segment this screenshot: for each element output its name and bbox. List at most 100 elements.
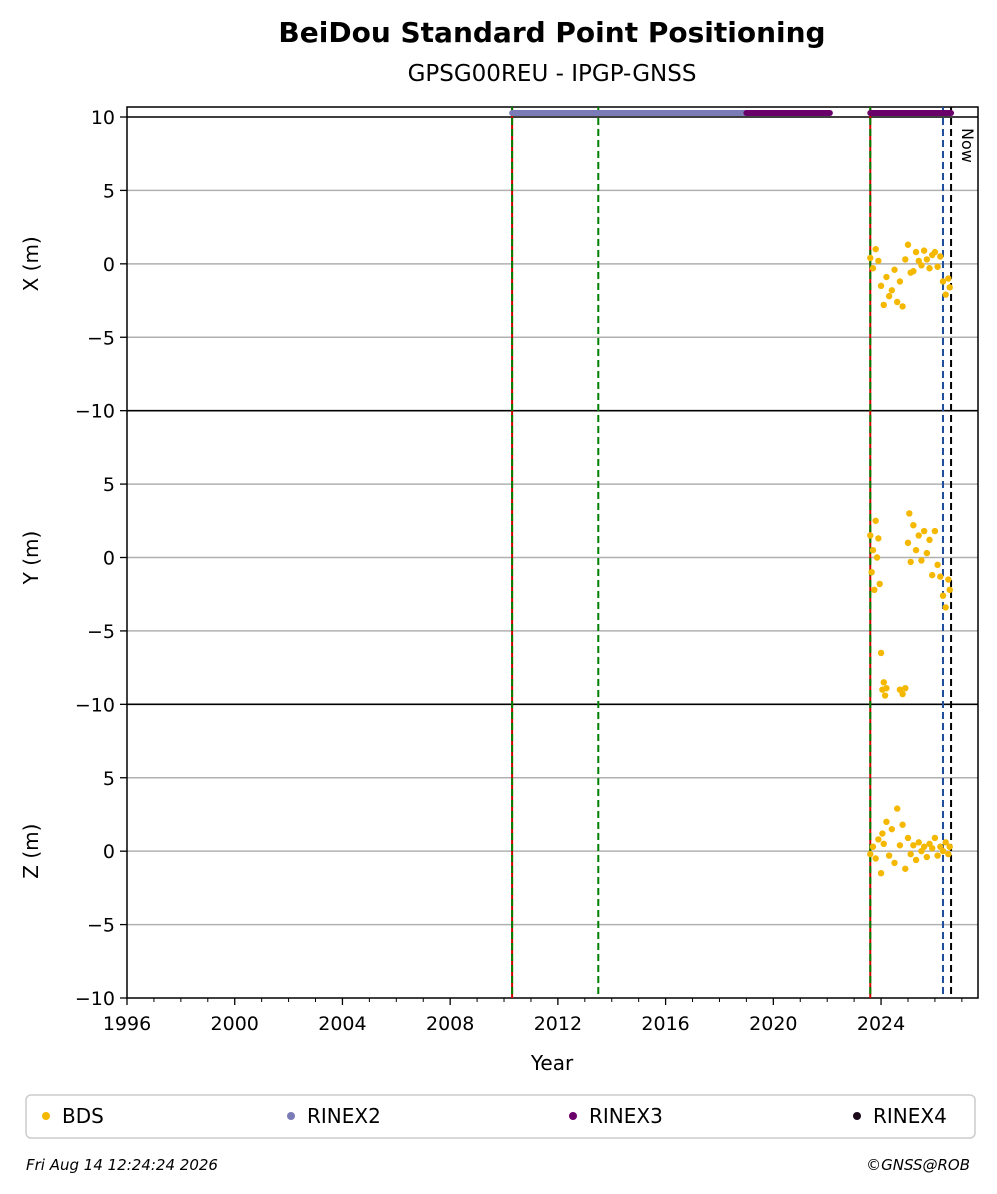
legend-label: RINEX2 [307,1104,381,1128]
bds-point [904,241,912,248]
bds-point [899,303,906,310]
bds-point [873,554,881,561]
x-axis-label: Year [530,1051,574,1075]
y-tick-label: −10 [75,988,115,1010]
bds-point [910,842,917,849]
legend: BDS RINEX2 RINEX3 RINEX4 [25,1094,976,1139]
y-tick-label: −5 [87,915,115,937]
x-tick-label: 2012 [534,1013,582,1035]
bds-point [946,586,953,594]
legend-frame [25,1094,976,1139]
bds-point [929,571,936,579]
bds-point [879,830,886,837]
y-tick-label: 10 [91,107,115,129]
bds-point [896,278,904,285]
x-tick-label: 2016 [641,1013,689,1035]
y-tick-label: 5 [103,180,115,202]
bds-point [945,576,952,583]
bds-point [907,850,914,858]
bds-point [923,256,931,263]
bds-point [877,649,885,657]
legend-marker [42,1112,50,1120]
bds-point [902,256,909,263]
bds-point [942,839,949,846]
bds-point [931,527,939,535]
bds-point [872,855,879,862]
bds-point [910,521,917,529]
bds-point [876,580,883,588]
bds-point [902,684,909,692]
bds-point [875,836,882,843]
bds-point [926,265,933,272]
bds-point [883,684,890,692]
bds-point [902,865,909,872]
y-tick-label: −5 [87,327,115,349]
bds-point [883,273,890,281]
y-tick-label: 5 [103,768,115,790]
bds-point [906,510,913,517]
bds-point [915,839,922,846]
bds-point [872,245,879,253]
bds-point [934,263,941,270]
bds-point [868,568,875,576]
x-tick-label: 2004 [318,1013,366,1035]
bds-point [904,834,912,842]
x-tick-label: 2008 [426,1013,474,1035]
bds-point [877,282,885,290]
bds-point [875,257,882,265]
bds-point [885,852,893,859]
bds-point [929,845,936,852]
legend-label: BDS [62,1104,104,1128]
bds-point [931,834,939,842]
bds-point [920,247,928,254]
chart-subtitle: GPSG00REU - IPGP-GNSS [408,61,697,87]
bds-point [904,539,912,547]
bds-point [945,850,952,858]
plot-area: 10 5 0 −5 −10 X (m) 5 0 −5 −10 Y (m) 5 0 −5 −10 Z (m) 19… [19,106,979,1035]
bds-point [880,840,887,848]
bds-point [875,535,882,542]
y-axis-label: Y (m) [19,531,43,586]
now-label: Now [958,128,977,163]
bds-point [883,818,890,825]
bds-point [871,586,878,594]
chart-title: BeiDou Standard Point Positioning [278,16,825,49]
bds-point [880,301,887,309]
bds-point [896,842,904,849]
legend-label: RINEX4 [873,1104,947,1128]
footer-timestamp: Fri Aug 14 12:24:24 2026 [26,1156,218,1174]
bds-point [939,278,947,285]
bds-point [912,856,920,864]
bds-point [869,546,877,554]
y-tick-label: −10 [75,694,115,716]
bds-point [907,558,914,566]
bds-point [946,843,953,850]
bds-point [872,517,879,524]
bds-point [918,557,925,564]
legend-marker [853,1112,861,1120]
y-tick-label: 0 [103,841,115,863]
bds-point [912,248,920,256]
x-tick-label: 2020 [749,1013,797,1035]
bds-point [942,604,949,611]
x-tick-label: 1996 [103,1013,151,1035]
bds-point [910,267,917,275]
bds-point [931,248,939,256]
bds-point [939,847,947,855]
bds-point [894,805,901,812]
bds-point [880,679,887,686]
bds-point [869,265,877,272]
bds-point [891,859,898,867]
bds-point [867,850,874,858]
bds-point [918,262,925,269]
bds-point [923,853,931,861]
bds-point [942,291,949,298]
bds-point [926,536,933,544]
bds-point [934,852,941,859]
bds-point [888,287,896,294]
bds-point [920,527,928,535]
bds-point [899,821,906,828]
legend-label: RINEX3 [589,1104,663,1128]
bds-point [945,275,952,282]
